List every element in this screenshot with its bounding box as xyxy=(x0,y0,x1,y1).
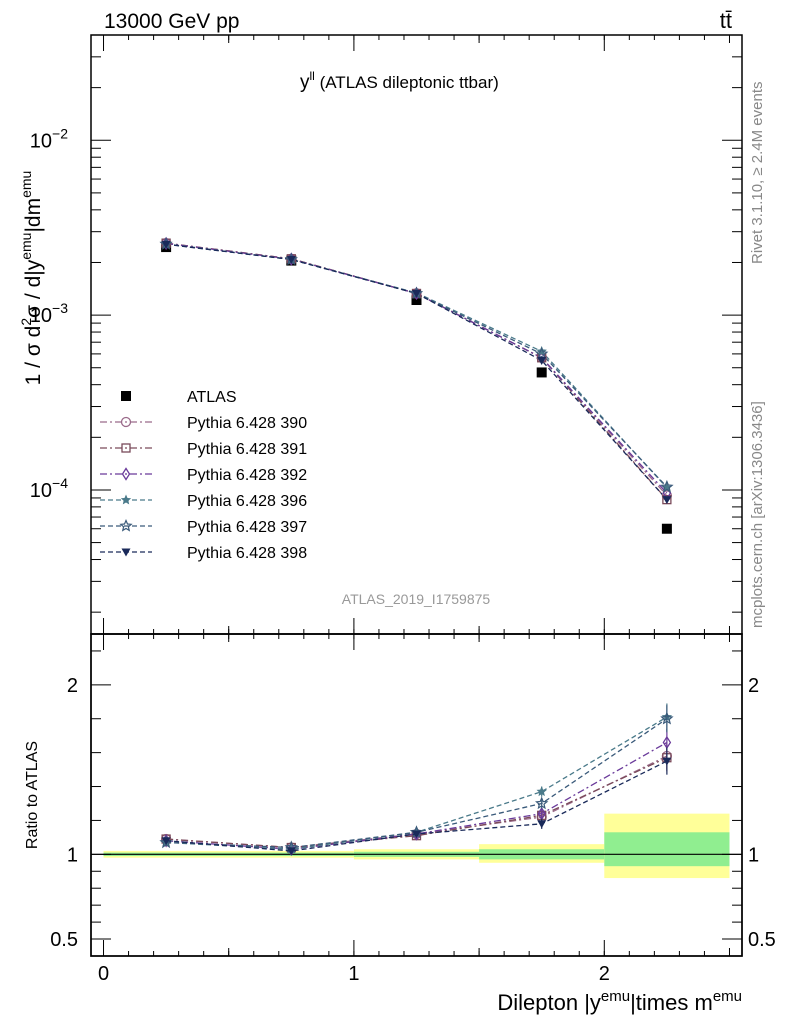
y-tick-label-right: 0.5 xyxy=(748,929,776,951)
y-tick-label: 2 xyxy=(67,675,78,697)
ratio-plot-frame xyxy=(90,633,743,957)
ratio-y-axis-label: Ratio to ATLAS xyxy=(24,741,41,849)
legend-marker xyxy=(120,494,132,505)
header-left: 13000 GeV pp xyxy=(104,10,239,33)
ratio-point xyxy=(286,847,296,856)
legend-label: Pythia 6.428 396 xyxy=(187,493,307,510)
mcplots-label: mcplots.cern.ch [arXiv:1306.3436] xyxy=(749,401,766,628)
ratio-plot: 0.5 0.5 1 1 2 2 0 1 2 Ratio to ATLAS Dilepton |yem… xyxy=(24,633,776,1015)
data-point xyxy=(661,523,672,534)
ratio-plot-frame xyxy=(90,633,743,957)
x-axis-label: Dilepton |yemu|times memu xyxy=(497,988,742,1015)
x-tick-label: 1 xyxy=(348,963,359,985)
mc-point xyxy=(412,289,421,298)
legend-label: Pythia 6.428 390 xyxy=(187,415,307,432)
y-tick-label: 1 xyxy=(67,844,78,866)
legend-marker xyxy=(120,416,132,428)
header-right: tt̄ xyxy=(720,8,732,33)
y-tick-label: 10−3 xyxy=(30,300,68,327)
y-tick-label: 10−4 xyxy=(30,475,68,502)
mc-point xyxy=(161,240,171,249)
main-plot: 10−4 10−3 10−2 yll (ATLAS dileptonic ttbar)… xyxy=(18,34,743,635)
legend-label: Pythia 6.428 392 xyxy=(187,467,307,484)
legend-label: Pythia 6.428 391 xyxy=(187,441,307,458)
legend-marker xyxy=(121,467,131,481)
x-tick-label: 0 xyxy=(98,963,109,985)
legend-marker xyxy=(121,443,131,453)
y-axis-label: 1 / σ d2σ / d|yemu|dmemu xyxy=(18,171,45,386)
series-line xyxy=(166,243,668,501)
y-tick-label-right: 1 xyxy=(748,844,759,866)
y-tick-label-right: 2 xyxy=(748,675,759,697)
mc-point xyxy=(660,479,674,493)
rivet-label: Rivet 3.1.10, ≥ 2.4M events xyxy=(749,82,766,265)
mc-point xyxy=(536,345,547,356)
ratio-point xyxy=(662,757,672,766)
legend-label: Pythia 6.428 398 xyxy=(187,545,307,562)
ratio-point xyxy=(660,711,674,725)
legend-marker xyxy=(121,391,131,401)
analysis-label: ATLAS_2019_I1759875 xyxy=(342,591,491,607)
ratio-point xyxy=(537,820,547,829)
uncertainty-band-inner xyxy=(604,832,730,867)
data-point xyxy=(536,367,547,378)
chart-title: yll (ATLAS dileptonic ttbar) xyxy=(300,69,499,93)
mc-point xyxy=(662,496,672,505)
mc-point xyxy=(535,346,549,360)
ratio-point xyxy=(536,786,547,797)
mc-point xyxy=(537,357,547,366)
legend-marker xyxy=(121,548,131,557)
ratio-point xyxy=(535,796,549,810)
series-line xyxy=(166,242,668,501)
mc-point xyxy=(286,255,296,264)
ratio-point xyxy=(412,830,421,839)
legend-label: Pythia 6.428 397 xyxy=(187,519,307,536)
legend-marker xyxy=(119,518,133,532)
ratio-point xyxy=(161,837,171,846)
y-tick-label: 0.5 xyxy=(50,929,78,951)
legend-label: ATLAS xyxy=(187,389,237,406)
y-tick-label: 10−2 xyxy=(30,125,68,152)
x-tick-label: 2 xyxy=(599,963,610,985)
